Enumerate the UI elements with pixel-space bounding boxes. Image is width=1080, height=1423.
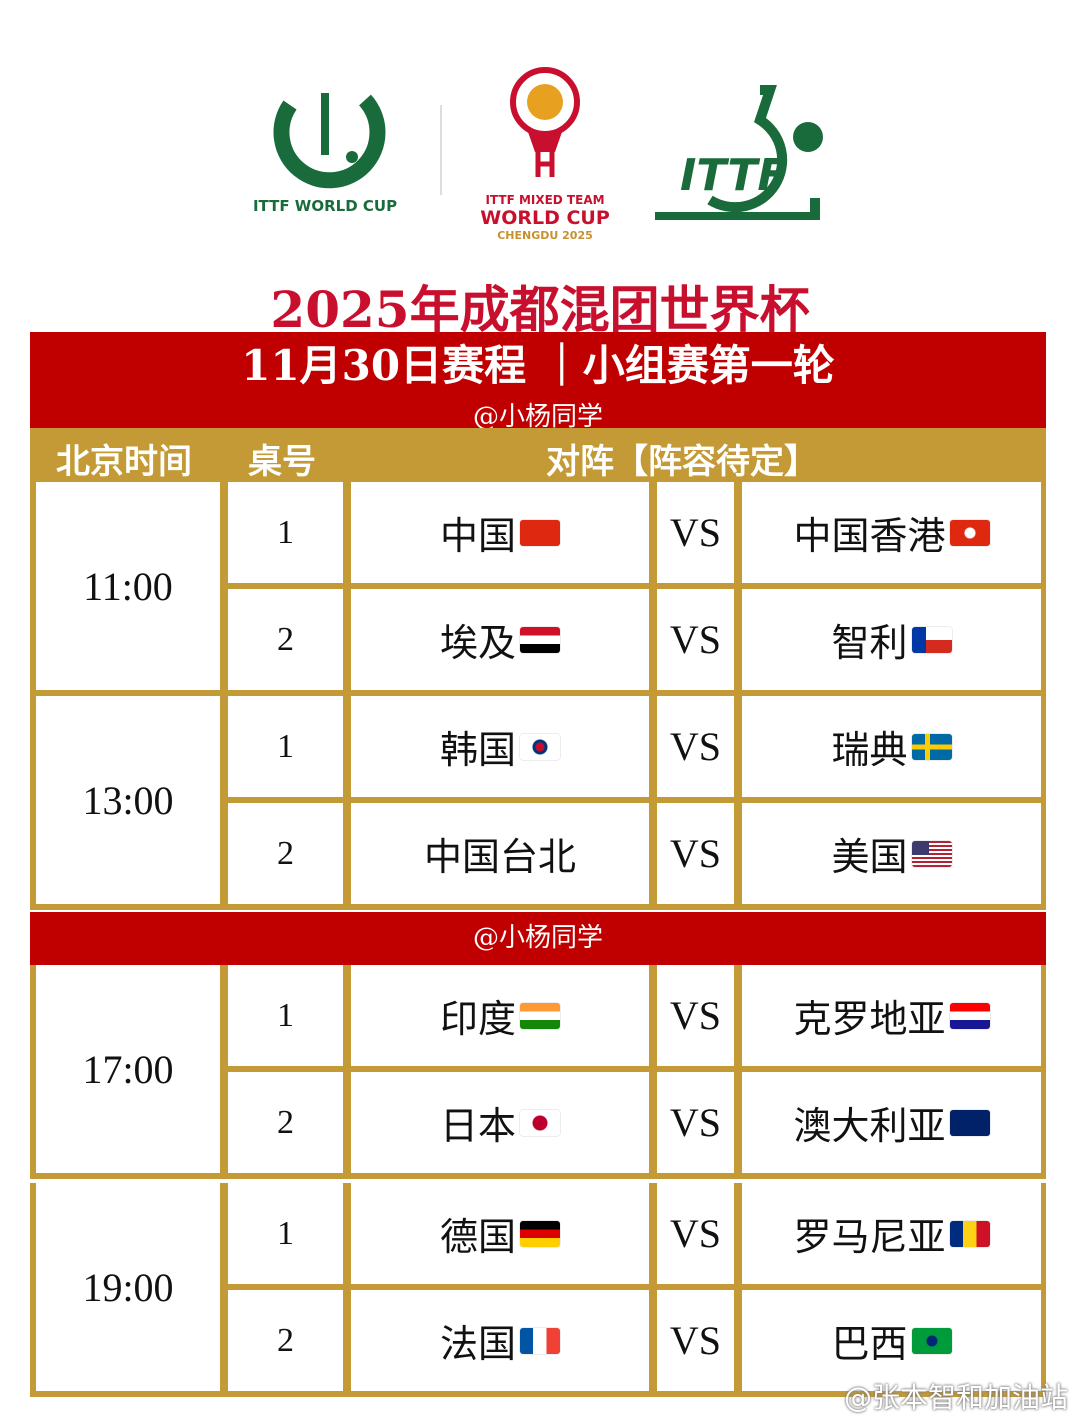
us-flag-icon <box>911 840 952 867</box>
ro-flag-icon <box>949 1220 990 1247</box>
team-b: 瑞典 <box>742 696 1041 797</box>
team-a: 中国 <box>351 482 649 583</box>
page-title: 2025年成都混团世界杯 <box>270 280 810 339</box>
panda-emblem-icon <box>510 67 580 177</box>
time-slot-group: 19:00 1 德国 VS 罗马尼亚 2 法国 VS 巴西 <box>30 1183 1046 1397</box>
vs-label: VS <box>657 696 734 797</box>
team-a: 德国 <box>351 1183 649 1284</box>
team-name: 中国香港 <box>793 514 946 558</box>
table-number: 1 <box>228 482 343 583</box>
table-number: 2 <box>228 1290 343 1391</box>
team-name: 德国 <box>439 1215 516 1259</box>
team-name: 印度 <box>439 997 516 1041</box>
mixed-team-line1: ITTF MIXED TEAM <box>485 193 605 207</box>
jp-flag-icon <box>520 1109 560 1136</box>
team-b: 智利 <box>742 589 1041 690</box>
header-table: 桌号 <box>248 442 316 482</box>
match-time: 19:00 <box>36 1183 220 1391</box>
vs-label: VS <box>657 1290 734 1391</box>
team-name: 日本 <box>439 1104 516 1148</box>
team-name: 智利 <box>831 621 908 665</box>
hr-flag-icon <box>949 1002 990 1029</box>
team-a: 法国 <box>351 1290 649 1391</box>
ittf-logo: ITTF <box>650 80 830 230</box>
team-name: 埃及 <box>439 621 516 665</box>
ittf-paddle-icon <box>655 85 823 220</box>
in-flag-icon <box>520 1002 560 1029</box>
weibo-watermark: @张本智和加油站 <box>843 1381 1068 1414</box>
table-number: 1 <box>228 965 343 1066</box>
author-credit: @小杨同学 <box>472 402 603 432</box>
team-a: 日本 <box>351 1072 649 1173</box>
team-b: 罗马尼亚 <box>742 1183 1041 1284</box>
cn-flag-icon <box>520 519 560 546</box>
kr-flag-icon <box>520 733 560 760</box>
team-name: 克罗地亚 <box>793 997 946 1041</box>
hk-flag-icon <box>949 519 990 546</box>
team-name: 罗马尼亚 <box>793 1215 946 1259</box>
table-number: 1 <box>228 696 343 797</box>
ittf-world-cup-logo: ITTF WORLD CUP <box>250 85 400 215</box>
world-cup-emblem-icon <box>273 93 386 189</box>
match-time: 13:00 <box>36 696 220 904</box>
match-time: 11:00 <box>36 482 220 690</box>
team-b: 美国 <box>742 803 1041 904</box>
de-flag-icon <box>520 1220 560 1247</box>
table-number: 2 <box>228 1072 343 1173</box>
world-cup-logo-text: ITTF WORLD CUP <box>252 197 398 215</box>
table-number: 2 <box>228 589 343 690</box>
cl-flag-icon <box>911 626 952 653</box>
team-name: 中国 <box>439 514 516 558</box>
team-name: 美国 <box>831 835 908 879</box>
mixed-team-logo: ITTF MIXED TEAM WORLD CUP CHENGDU 2025 <box>470 62 620 242</box>
mixed-team-line2: WORLD CUP <box>480 207 610 229</box>
vs-label: VS <box>657 589 734 690</box>
team-a: 韩国 <box>351 696 649 797</box>
time-slot-group: 11:00 1 中国 VS 中国香港 2 埃及 VS 智利 <box>30 482 1046 696</box>
au-flag-icon <box>949 1109 990 1136</box>
time-slot-group: 13:00 1 韩国 VS 瑞典 2 中国台北 VS 美国 <box>30 696 1046 910</box>
table-header: 北京时间 桌号 对阵【阵容待定】 <box>30 428 1046 482</box>
team-name: 澳大利亚 <box>793 1104 946 1148</box>
vs-label: VS <box>657 965 734 1066</box>
fr-flag-icon <box>520 1327 560 1354</box>
team-b: 克罗地亚 <box>742 965 1041 1066</box>
table-number: 2 <box>228 803 343 904</box>
header-time: 北京时间 <box>56 442 192 482</box>
team-a: 埃及 <box>351 589 649 690</box>
team-name: 瑞典 <box>831 728 908 772</box>
team-b: 中国香港 <box>742 482 1041 583</box>
schedule-banner: 11月30日赛程 ｜小组赛第一轮 @小杨同学 <box>30 332 1046 432</box>
team-name: 韩国 <box>439 728 516 772</box>
team-a: 印度 <box>351 965 649 1066</box>
vs-label: VS <box>657 1183 734 1284</box>
vs-label: VS <box>657 482 734 583</box>
team-name: 巴西 <box>831 1322 908 1366</box>
time-slot-group: 17:00 1 印度 VS 克罗地亚 2 日本 VS 澳大利亚 <box>30 965 1046 1179</box>
vs-label: VS <box>657 1072 734 1173</box>
match-time: 17:00 <box>36 965 220 1173</box>
eg-flag-icon <box>520 626 560 653</box>
se-flag-icon <box>911 733 952 760</box>
br-flag-icon <box>911 1327 952 1354</box>
logo-divider <box>440 105 442 195</box>
ittf-logo-text: ITTF <box>680 150 788 201</box>
schedule-subtitle: 11月30日赛程 ｜小组赛第一轮 <box>241 341 835 390</box>
team-b: 澳大利亚 <box>742 1072 1041 1173</box>
team-name: 法国 <box>439 1322 516 1366</box>
mixed-team-line3: CHENGDU 2025 <box>497 229 593 242</box>
header-matchup: 对阵【阵容待定】 <box>546 442 818 482</box>
table-number: 1 <box>228 1183 343 1284</box>
team-name: 中国台北 <box>423 835 576 879</box>
team-a: 中国台北 <box>351 803 649 904</box>
vs-label: VS <box>657 803 734 904</box>
team-b: 巴西 <box>742 1290 1041 1391</box>
author-credit-bar: @小杨同学 <box>30 912 1046 965</box>
